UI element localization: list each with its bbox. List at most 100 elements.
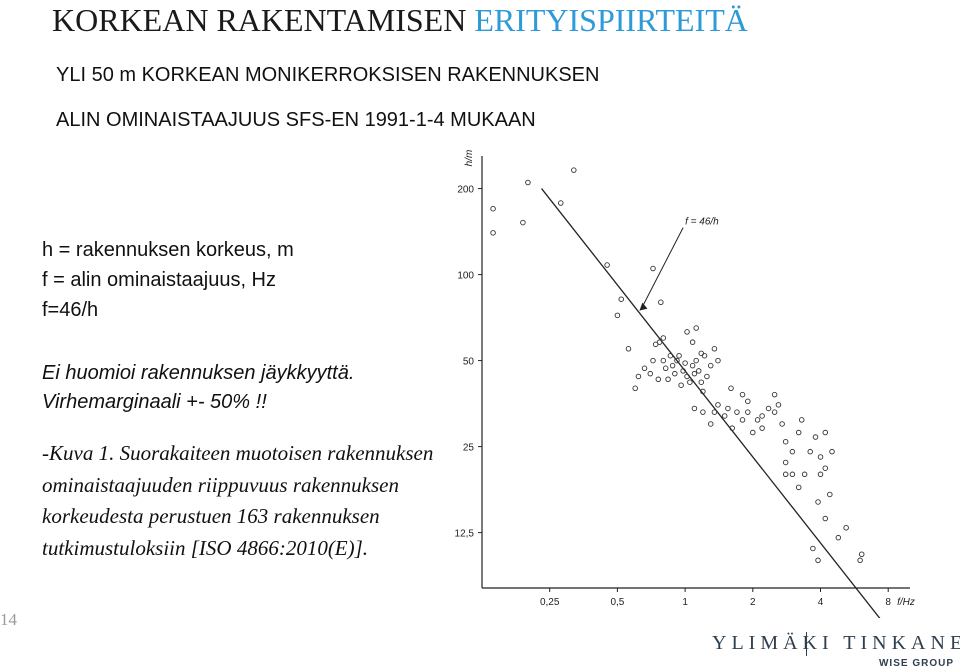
data-point bbox=[707, 362, 714, 369]
note-error-margin: Virhemarginaali +- 50% !! bbox=[42, 391, 267, 413]
data-point bbox=[635, 373, 642, 380]
data-point bbox=[520, 219, 526, 226]
data-point bbox=[715, 402, 721, 408]
data-point bbox=[660, 335, 667, 341]
note-stiffness: Ei huomioi rakennuksen jäykkyyttä. bbox=[42, 362, 355, 384]
data-point bbox=[745, 398, 751, 405]
data-point bbox=[711, 409, 718, 415]
data-point bbox=[721, 413, 728, 419]
data-point bbox=[775, 402, 782, 408]
data-point bbox=[684, 373, 690, 380]
y-axis-label: h/m bbox=[464, 150, 475, 167]
data-point bbox=[667, 352, 674, 359]
data-point bbox=[700, 388, 706, 395]
data-point bbox=[698, 379, 705, 385]
x-axis-label: f/Hz bbox=[897, 597, 915, 608]
logo-divider bbox=[806, 632, 807, 656]
data-point bbox=[739, 391, 746, 398]
x-tick-label: 1 bbox=[682, 597, 688, 608]
data-point bbox=[711, 346, 718, 352]
x-tick-label: 0,25 bbox=[540, 597, 560, 608]
data-point bbox=[798, 417, 805, 423]
data-point bbox=[725, 405, 731, 412]
data-point bbox=[817, 471, 824, 478]
data-point bbox=[822, 465, 829, 471]
y-tick-label: 25 bbox=[463, 443, 475, 454]
x-tick-label: 8 bbox=[885, 597, 891, 608]
fit-line bbox=[541, 188, 881, 618]
data-point bbox=[789, 448, 796, 455]
data-point bbox=[676, 352, 682, 359]
data-point bbox=[771, 409, 778, 415]
data-point bbox=[662, 365, 669, 372]
data-point bbox=[835, 534, 842, 541]
data-point bbox=[674, 357, 680, 364]
data-point bbox=[858, 551, 865, 558]
data-point bbox=[829, 448, 835, 455]
data-point bbox=[750, 429, 756, 436]
data-point bbox=[815, 557, 821, 564]
data-point bbox=[490, 230, 496, 236]
data-point bbox=[691, 370, 698, 377]
data-point bbox=[810, 545, 816, 552]
data-point bbox=[680, 368, 686, 374]
data-point bbox=[698, 350, 705, 357]
fit-line-arrow bbox=[640, 227, 684, 309]
data-point bbox=[782, 438, 789, 445]
company-logo: YLIMÄKI TINKANEN WISE GROUP bbox=[712, 630, 960, 672]
y-tick-label: 50 bbox=[463, 357, 475, 368]
definition-frequency: f = alin ominaistaajuus, Hz bbox=[42, 269, 277, 291]
frequency-height-chart: 200 100 50 25 12,5 0,25 0,5 1 2 4 8 f/Hz h/m f = 46/… bbox=[455, 150, 915, 618]
data-point bbox=[795, 429, 802, 436]
data-point bbox=[696, 368, 702, 374]
data-point bbox=[704, 373, 710, 380]
figure-caption: -Kuva 1. Suorakaiteen muotoisen rakennuk… bbox=[42, 441, 434, 560]
chart-axes bbox=[481, 156, 910, 589]
data-point bbox=[779, 421, 785, 427]
data-point bbox=[771, 391, 778, 398]
data-point bbox=[614, 312, 621, 319]
data-point bbox=[817, 454, 824, 460]
data-point bbox=[827, 491, 833, 498]
title-main: KORKEAN RAKENTAMISEN bbox=[52, 2, 475, 38]
data-point bbox=[822, 429, 829, 436]
page-number: 14 bbox=[0, 610, 17, 629]
data-point bbox=[857, 557, 863, 564]
data-point bbox=[658, 299, 664, 306]
subtitle-line-2: ALIN OMINAISTAAJUUS SFS-EN 1991-1-4 MUKA… bbox=[56, 109, 536, 131]
x-tick-label: 4 bbox=[818, 597, 824, 608]
data-point bbox=[625, 346, 632, 352]
data-point bbox=[693, 325, 699, 331]
x-tick-label: 0,5 bbox=[610, 597, 624, 608]
data-point bbox=[782, 459, 789, 466]
title-highlight: ERITYISPIIRTEITÄ bbox=[474, 2, 748, 38]
data-point bbox=[728, 385, 734, 392]
data-point bbox=[632, 385, 638, 392]
data-point bbox=[734, 409, 740, 415]
data-point bbox=[689, 362, 696, 369]
data-point bbox=[678, 382, 684, 388]
data-point bbox=[759, 425, 765, 431]
data-point bbox=[525, 179, 531, 186]
data-point bbox=[795, 484, 802, 491]
data-point bbox=[700, 409, 706, 415]
data-point bbox=[745, 409, 751, 415]
data-point bbox=[490, 205, 496, 212]
data-point bbox=[691, 405, 698, 412]
data-point bbox=[715, 357, 721, 364]
data-point bbox=[765, 405, 772, 412]
data-point bbox=[571, 167, 577, 173]
data-point bbox=[650, 357, 656, 364]
data-point bbox=[665, 376, 671, 383]
data-point bbox=[759, 413, 765, 419]
data-point bbox=[684, 329, 690, 335]
chart-ticks: 200 100 50 25 12,5 0,25 0,5 1 2 4 8 f/Hz h/m bbox=[455, 150, 915, 608]
data-point bbox=[812, 434, 819, 440]
data-point bbox=[693, 357, 699, 364]
data-point bbox=[739, 417, 746, 423]
x-tick-label: 2 bbox=[750, 597, 756, 608]
data-point bbox=[754, 417, 761, 423]
data-point bbox=[672, 370, 678, 377]
data-point bbox=[618, 296, 624, 302]
data-point bbox=[669, 362, 676, 369]
